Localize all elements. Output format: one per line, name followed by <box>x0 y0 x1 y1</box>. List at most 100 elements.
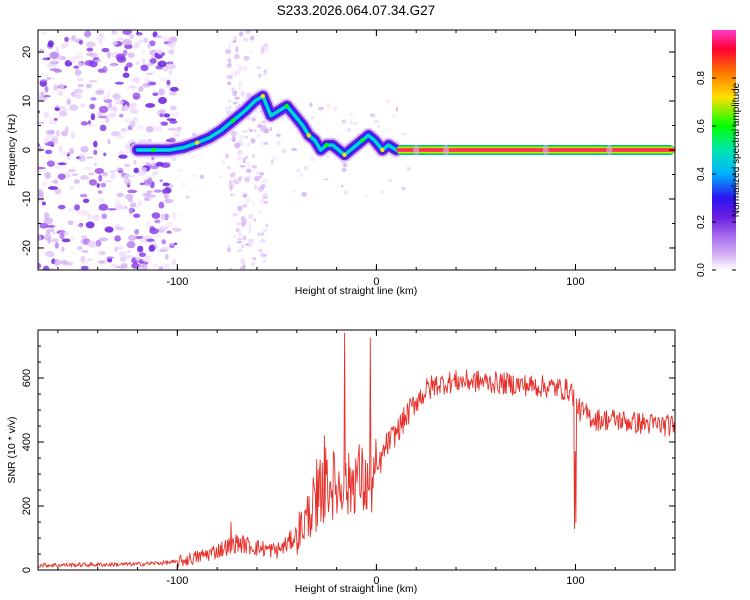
snr-xlabel: Height of straight line (km) <box>295 583 418 595</box>
spectrogram-noise-speck <box>139 237 150 243</box>
spectrogram-noise-speck <box>135 60 140 66</box>
spectrogram-noise-speck <box>68 56 78 63</box>
spectrogram-noise-speck <box>40 79 48 82</box>
spectrogram-noise-speck <box>111 40 118 46</box>
spectrogram-ytick-label: 0 <box>21 147 33 153</box>
spectrogram-noise-speck <box>76 224 84 227</box>
colorbar-tick-label: 0.8 <box>696 71 707 85</box>
spectrogram-noise-speck <box>151 71 156 74</box>
spectrogram-speckle <box>252 153 255 158</box>
spectrogram-noise-speck <box>98 203 109 211</box>
carrier-ridge-hotspot <box>380 147 385 153</box>
spectrogram-noise-speck <box>111 130 120 137</box>
spectrogram-faint-blob <box>385 98 392 104</box>
spectrogram-speckle <box>226 63 232 69</box>
spectrogram-noise-speck <box>127 189 138 194</box>
spectrogram-speckle <box>261 140 264 147</box>
spectrogram-noise-speck <box>99 37 103 45</box>
spectrogram-noise-speck <box>74 93 82 99</box>
spectrogram-noise-speck <box>93 58 102 63</box>
snr-ytick-label: 400 <box>21 433 33 451</box>
spectrogram-speckle <box>241 141 245 146</box>
spectrogram-noise-speck <box>141 58 146 64</box>
spectrogram-noise-speck <box>80 146 89 153</box>
spectrogram-speckle <box>259 171 265 176</box>
snr-plot-area <box>38 332 675 568</box>
spectrogram-noise-speck <box>129 33 134 40</box>
spectrogram-faint-blob <box>242 193 247 198</box>
spectrogram-noise-speck <box>95 90 105 95</box>
spectrogram-speckle <box>232 40 237 43</box>
spectrogram-speckle <box>225 48 232 55</box>
spectrogram-noise-speck <box>106 51 112 59</box>
spectrogram-speckle <box>226 166 231 169</box>
spectrogram-noise-speck <box>118 113 124 118</box>
spectrogram-speckle <box>238 87 241 90</box>
spectrogram-noise-speck <box>156 167 160 171</box>
spectrogram-noise-speck <box>150 159 156 167</box>
spectrogram-noise-speck <box>166 79 171 86</box>
spectrogram-noise-speck <box>124 104 129 111</box>
spectrogram-noise-speck <box>45 250 55 258</box>
spectrogram-noise-speck <box>69 104 79 111</box>
spectrogram-noise-speck <box>147 62 154 67</box>
spectrogram-noise-speck <box>138 86 144 93</box>
spectrogram-faint-blob <box>193 154 196 160</box>
spectrogram-noise-speck <box>79 193 88 198</box>
spectrogram-noise-speck <box>138 252 146 258</box>
spectrogram-noise-speck <box>158 96 167 105</box>
spectrogram-noise-speck <box>129 106 135 114</box>
spectrogram-noise-speck <box>124 257 131 261</box>
spectrogram-speckle <box>236 64 241 67</box>
spectrogram-speckle <box>234 90 238 94</box>
spectrogram-faint-blob <box>311 115 315 120</box>
spectrogram-noise-speck <box>168 49 175 55</box>
spectrogram-noise-speck <box>146 220 151 228</box>
spectrogram-noise-speck <box>166 230 172 234</box>
spectrogram-speckle <box>228 99 231 103</box>
spectrogram-noise-speck <box>98 237 109 242</box>
spectrogram-noise-speck <box>169 120 178 124</box>
spectrogram-faint-blob <box>406 166 411 172</box>
spectrogram-faint-blob <box>401 187 406 190</box>
spectrogram-noise-speck <box>114 204 124 210</box>
spectrogram-speckle <box>245 197 250 204</box>
spectrogram-noise-speck <box>56 129 60 137</box>
spectrogram-speckle <box>249 35 255 41</box>
spectrogram-noise-speck <box>58 111 68 117</box>
spectrogram-noise-speck <box>102 171 108 177</box>
spectrogram-speckle <box>227 81 232 86</box>
spectrogram-noise-speck <box>53 84 59 91</box>
spectrogram-noise-speck <box>89 103 96 110</box>
spectrogram-noise-speck <box>133 213 141 218</box>
spectrogram-speckle <box>238 81 243 88</box>
spectrogram-speckle <box>260 232 265 236</box>
snr-panel: -100 0 100 0 200 400 600 Height of straight li… <box>6 329 676 595</box>
spectrogram-noise-speck <box>74 204 80 211</box>
spectrogram-speckle <box>241 65 248 72</box>
spectrogram-noise-speck <box>70 236 76 241</box>
spectrogram-speckle <box>265 223 269 228</box>
spectrogram-noise-speck <box>148 244 156 252</box>
spectrogram-noise-speck <box>127 234 137 241</box>
spectrogram-noise-speck <box>49 51 60 60</box>
spectrogram-noise-speck <box>51 231 58 235</box>
spectrogram-noise-speck <box>162 35 170 42</box>
spectrogram-speckle <box>247 127 251 130</box>
spectrogram-speckle <box>230 72 235 76</box>
spectrogram-noise-speck <box>74 69 82 77</box>
spectrogram-noise-speck <box>152 174 156 177</box>
spectrogram-noise-speck <box>112 106 118 113</box>
spectrogram-speckle <box>231 87 235 91</box>
spectrogram-noise-speck <box>49 228 55 232</box>
spectrogram-noise-speck <box>98 33 105 38</box>
spectrogram-speckle <box>239 134 244 140</box>
spectrogram-noise-speck <box>114 246 118 253</box>
spectrogram-noise-speck <box>111 94 120 98</box>
spectrogram-noise-speck <box>164 254 169 260</box>
colorbar-tick-label: 0.6 <box>696 119 707 133</box>
figure-title: S233.2026.064.07.34.G27 <box>277 3 435 18</box>
spectrogram-noise-speck <box>86 258 93 262</box>
spectrogram-speckle <box>236 240 243 244</box>
